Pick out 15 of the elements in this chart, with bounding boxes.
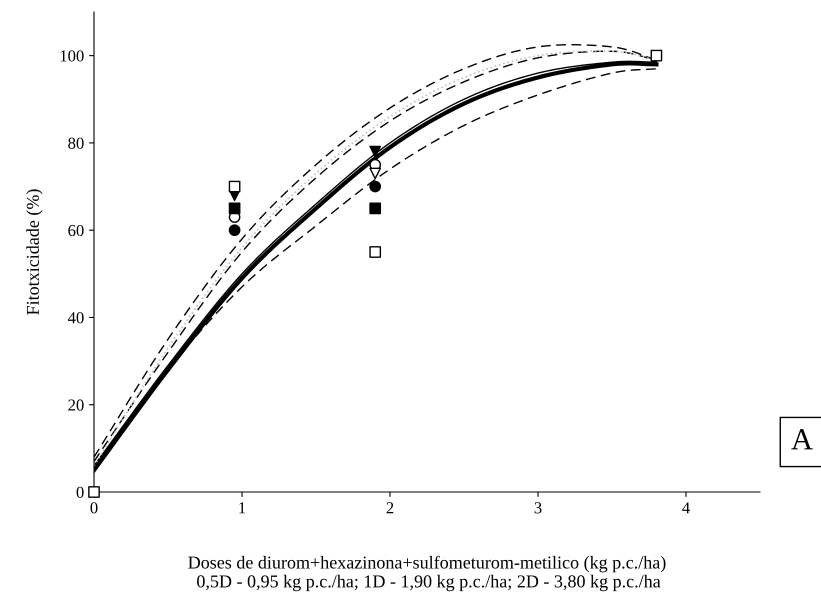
y-tick-label: 80 [68,138,84,149]
y-tick-label: 40 [68,312,84,324]
x-tick-label: 0 [90,502,98,514]
y-tick-label: 20 [68,399,84,411]
y-tick-label: 60 [68,224,84,236]
y-axis-title: Fitotxicidade (%) [26,189,43,315]
x-tick-label: 4 [682,502,690,514]
text: 0,5D - 0,95 kg p.c./ha; 1D - 1,90 kg p.c./ha; 2D - 3,80 kg p.c./ha [197,574,660,592]
x-tick-label: 1 [239,502,246,514]
x-tick-label: 3 [534,502,542,514]
text: A [791,429,813,450]
x-axis-title: Doses de diurom+hexazinona+sulfometurom-metilico (kg p.c./ha) [188,556,666,572]
y-tick-label: 0 [76,486,84,498]
x-tick-label: 2 [386,502,394,514]
y-tick-label: 100 [60,50,84,62]
